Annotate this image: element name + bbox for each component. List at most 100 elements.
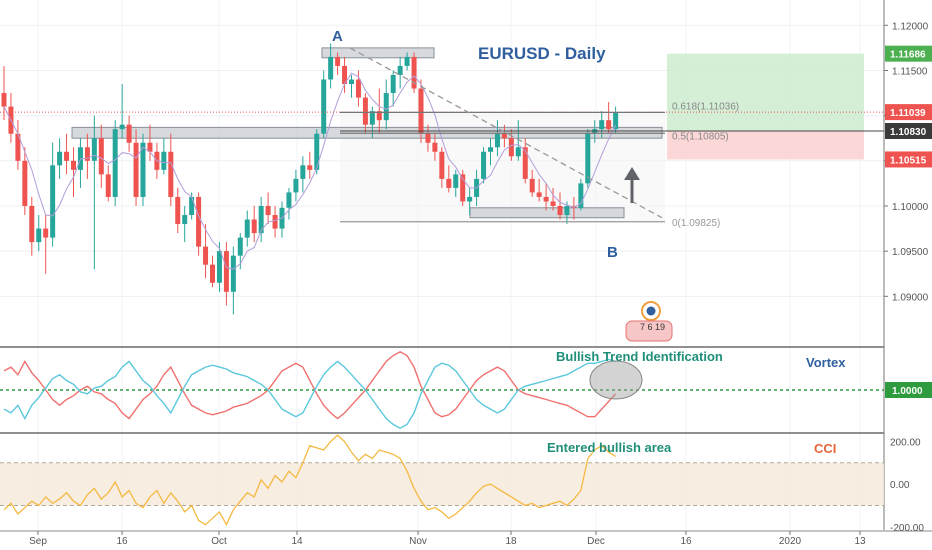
candle-body <box>529 178 535 193</box>
candle-body <box>210 264 215 283</box>
price-badge-label: 1.10830 <box>890 127 927 138</box>
event-badge-text: 7 6 19 <box>640 322 665 332</box>
candle-body <box>488 147 493 152</box>
candle-body <box>383 93 389 121</box>
bottom-zone-b <box>469 207 625 219</box>
vortex-layer: Bullish Trend Identification Vortex <box>0 349 884 429</box>
price-badge-label: 1.11039 <box>890 108 926 119</box>
candle-body <box>119 124 125 130</box>
price-badge <box>885 151 932 168</box>
candle-body <box>300 165 306 179</box>
candle-body <box>133 142 139 197</box>
candle-body <box>613 112 619 130</box>
candle-body <box>244 219 250 238</box>
profit-zone <box>667 53 864 131</box>
stop-zone <box>667 130 864 160</box>
vortex-annotation: Bullish Trend Identification <box>556 349 723 364</box>
candle-body <box>404 56 410 66</box>
candle-body <box>98 138 104 175</box>
candle-body <box>161 151 167 170</box>
vortex-title: Vortex <box>806 355 846 370</box>
candle-body <box>251 219 257 234</box>
time-tick-label: 14 <box>291 536 303 547</box>
candle-body <box>57 151 63 166</box>
fib-label-0618: 0.618(1.11036) <box>672 101 739 112</box>
event-badge <box>625 320 673 342</box>
candle-body <box>71 160 76 170</box>
price-badge <box>885 122 932 139</box>
candle-body <box>425 133 431 143</box>
cci-title: CCI <box>814 441 836 456</box>
vortex-plus-line <box>3 358 616 429</box>
candle-body <box>397 65 403 75</box>
candle-body <box>175 196 181 225</box>
candle-body <box>522 147 528 179</box>
time-tick-label: 16 <box>116 536 128 547</box>
candle-body <box>432 142 438 152</box>
price-tick-label: 1.10000 <box>892 202 929 213</box>
candle-body <box>203 246 209 265</box>
fib-label-0: 0(1.09825) <box>672 218 720 229</box>
candle-body <box>543 196 549 202</box>
candles-layer <box>1 43 619 315</box>
candle-body <box>557 205 563 216</box>
candle-body <box>50 165 56 238</box>
top-zone-a <box>321 47 435 59</box>
cci-tick-label: -200.00 <box>890 523 924 534</box>
candle-body <box>501 133 507 139</box>
candle-body <box>126 124 132 143</box>
fib-label-05: 0.5(1.10805) <box>672 131 729 142</box>
candle-body <box>439 151 445 179</box>
candle-body <box>140 142 146 197</box>
moving-average-line <box>3 72 617 270</box>
candle-body <box>168 151 174 197</box>
event-icon-center <box>646 306 656 316</box>
price-badge <box>885 104 932 121</box>
candle-body <box>390 74 396 94</box>
label-point-a: A <box>332 28 343 45</box>
candle-body <box>286 192 292 208</box>
candle-body <box>335 56 341 66</box>
candle-body <box>578 183 584 208</box>
candle-body <box>216 251 222 283</box>
candle-body <box>460 174 466 202</box>
candle-body <box>15 133 21 161</box>
candle-body <box>585 133 591 184</box>
cci-tick-label: 200.00 <box>890 437 921 448</box>
candle-body <box>84 147 90 161</box>
price-tick-label: 1.09000 <box>892 292 929 303</box>
time-tick-label: 18 <box>505 536 517 547</box>
price-tick-label: 1.11500 <box>892 66 928 77</box>
highlight-ellipse <box>589 360 643 400</box>
candle-body <box>43 228 49 238</box>
candle-body <box>265 205 271 216</box>
candle-body <box>494 133 500 148</box>
candle-body <box>105 174 111 197</box>
candle-body <box>1 93 7 107</box>
axis-layer: 1.120001.115001.110001.105001.100001.095… <box>29 21 932 547</box>
candle-body <box>599 120 605 130</box>
price-badge-label: 1.10515 <box>890 155 927 166</box>
candle-body <box>29 205 35 243</box>
candle-body <box>321 79 327 134</box>
candle-body <box>196 196 202 247</box>
cci-line <box>3 434 616 527</box>
candle-body <box>606 120 612 130</box>
candle-body <box>362 97 368 125</box>
candle-body <box>355 79 361 98</box>
candle-body <box>467 196 473 202</box>
candle-body <box>369 111 375 125</box>
candle-body <box>147 142 153 152</box>
vortex-badge <box>885 382 932 398</box>
candle-body <box>564 205 570 216</box>
cci-band <box>0 462 884 506</box>
candle-body <box>481 151 487 179</box>
candle-body <box>307 165 313 170</box>
time-tick-label: Nov <box>409 536 427 547</box>
candle-body <box>22 160 28 206</box>
overlay-layer: 0.618(1.11036) 0.5(1.10805) 0(1.09825) A B EU… <box>0 28 884 342</box>
time-tick-label: 13 <box>854 536 866 547</box>
candle-body <box>536 192 542 197</box>
time-tick-label: 16 <box>680 536 692 547</box>
